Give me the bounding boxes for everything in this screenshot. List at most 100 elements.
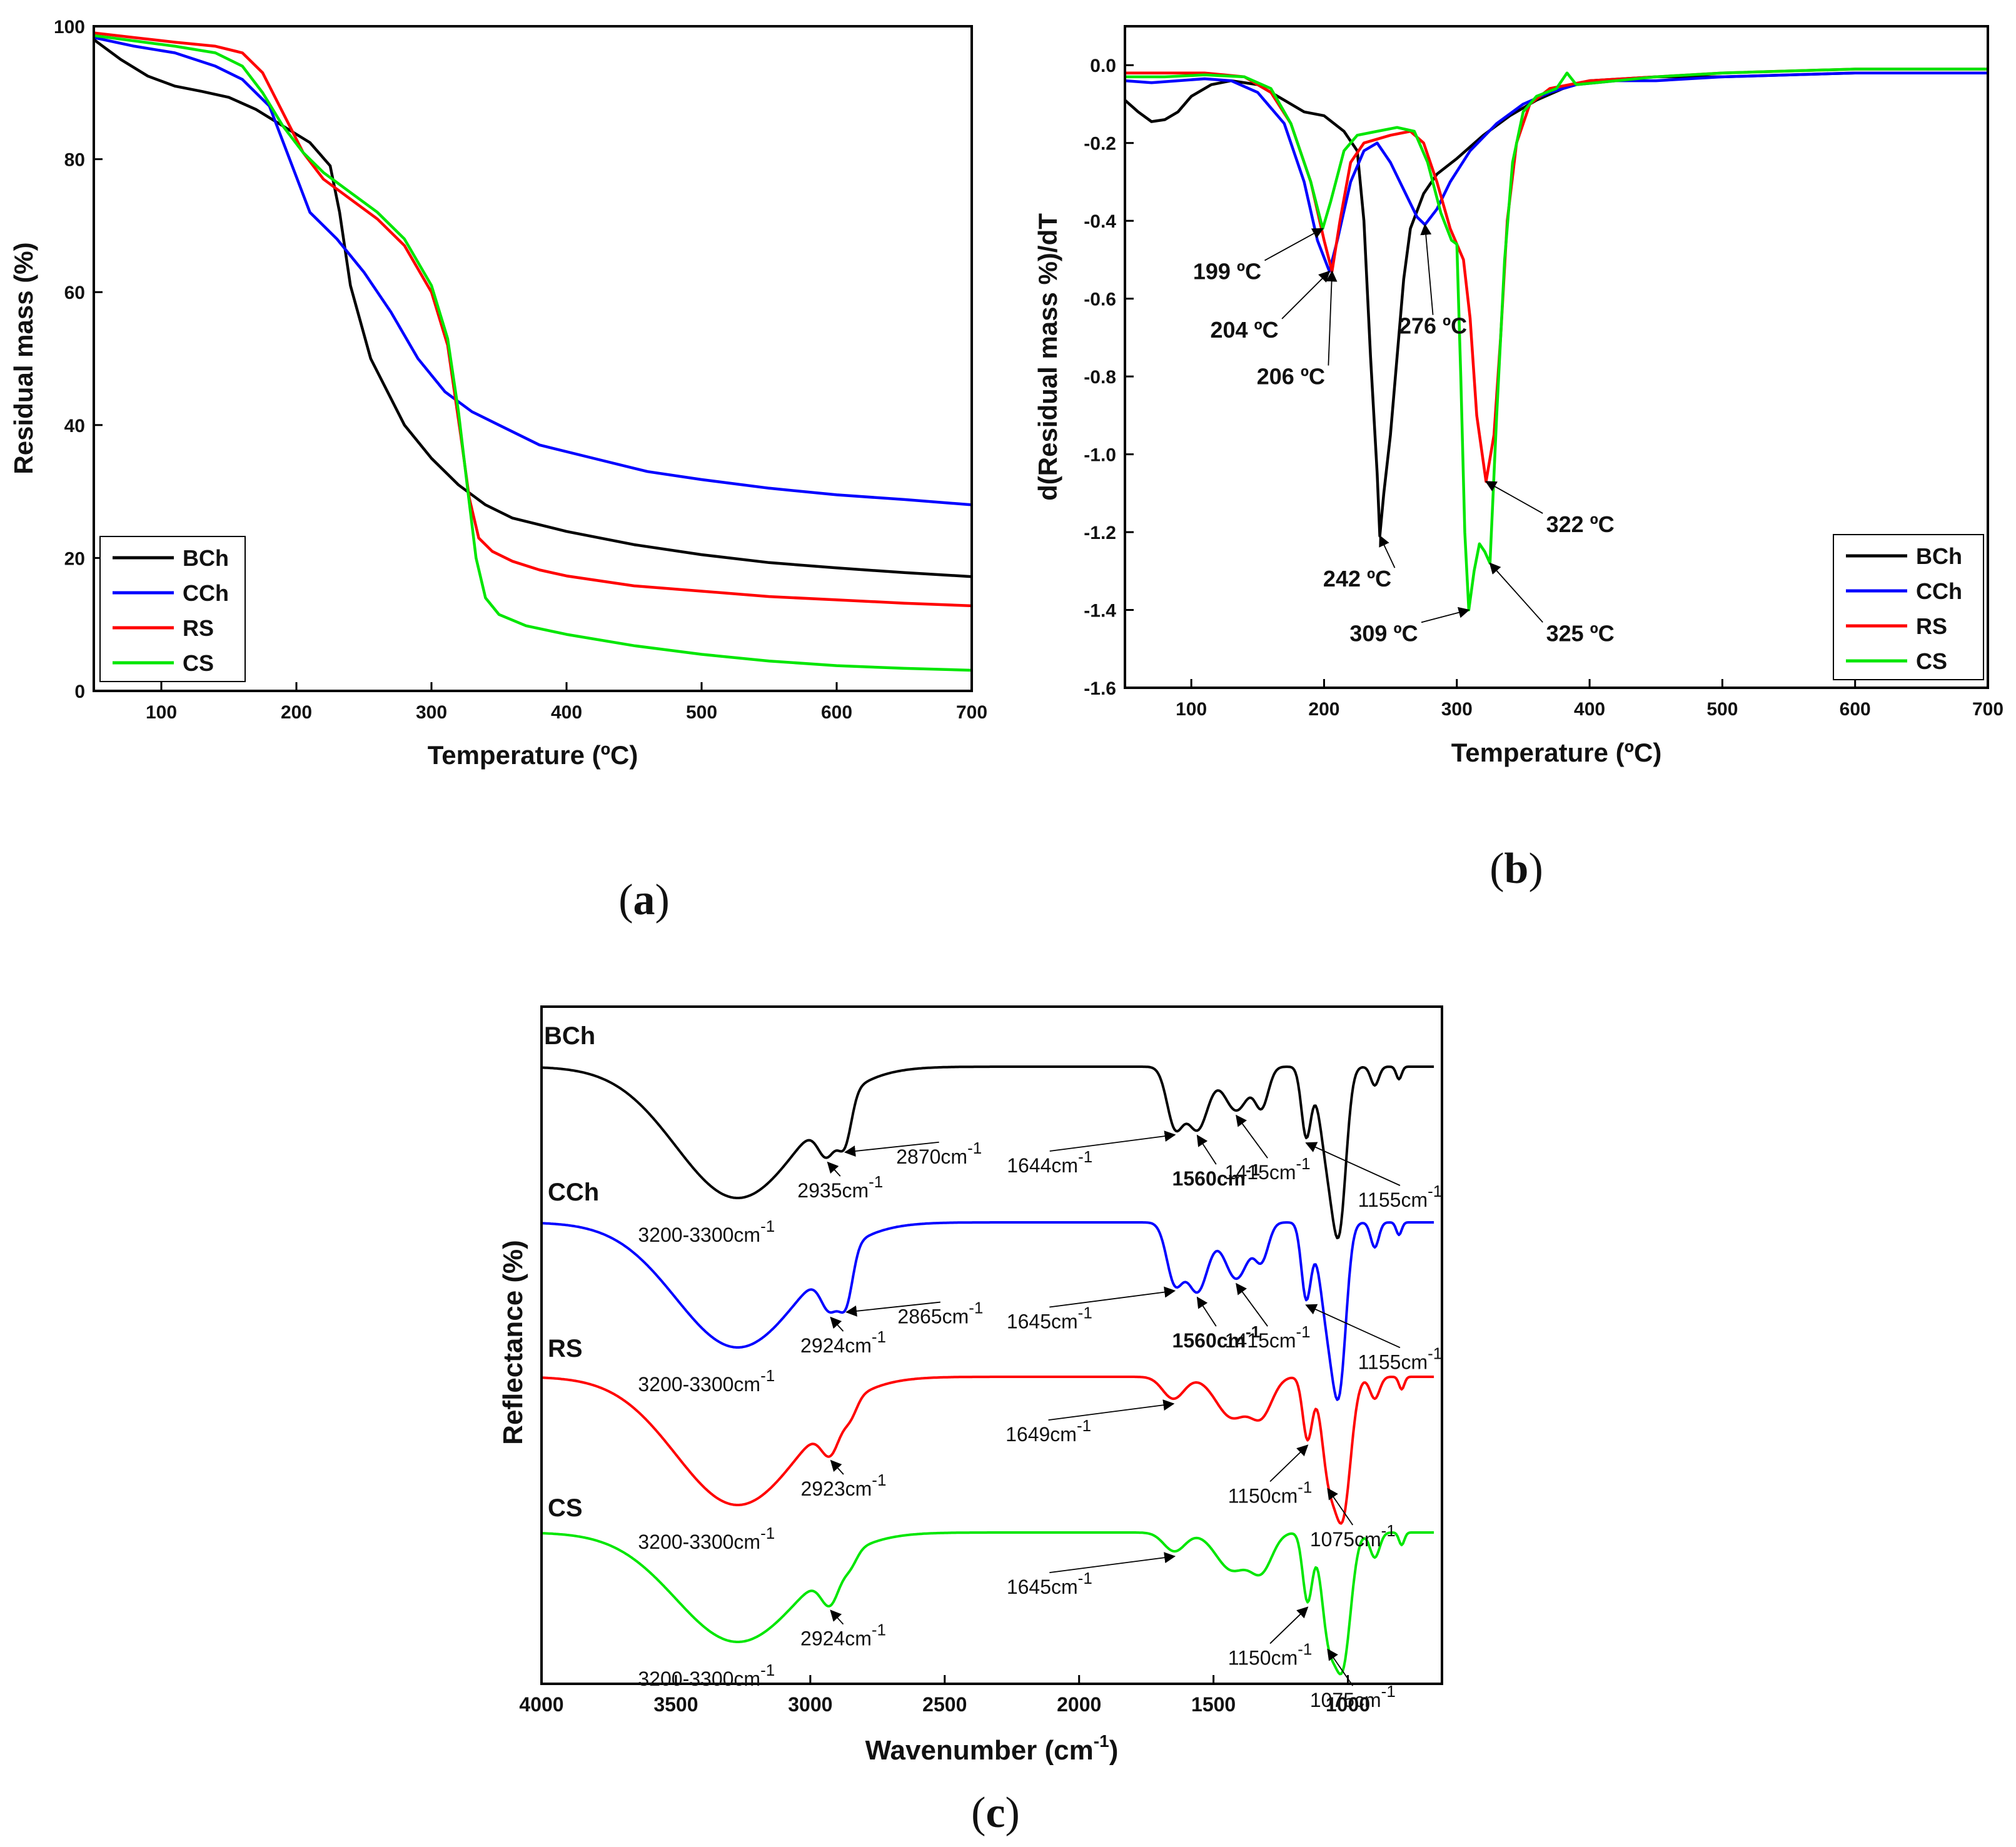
chart-a-xtick-label: 700 [956, 702, 987, 723]
chart-c-annotation-label: 1649cm-1 [1005, 1416, 1091, 1446]
spectrum-line-cs [541, 1531, 1434, 1676]
chart-c-annotation-arrow [1049, 1130, 1176, 1152]
chart-c-annotation-base: 3200-3300cm [638, 1224, 760, 1246]
chart-a-xtick-label: 500 [686, 702, 717, 723]
series-line-bch [93, 38, 972, 578]
chart-b-annotation-label: 199 ºC [1193, 259, 1261, 284]
chart-b-xtick-label: 600 [1840, 699, 1871, 720]
chart-c-annotation-label: 1644cm-1 [1007, 1147, 1092, 1177]
chart-c-annotation-arrow [1049, 1286, 1176, 1308]
chart-c-annotation-sup: -1 [1078, 1569, 1092, 1588]
chart-c-annotation-arrow [830, 1459, 844, 1475]
series-line-cs [1125, 68, 1988, 611]
chart-c-annotation-label: 1075cm-1 [1310, 1682, 1396, 1711]
chart-b-ytick-label: -1.0 [1084, 445, 1116, 466]
chart-b-ytick-label: -0.4 [1084, 211, 1116, 232]
chart-c-xlabel-end: ) [1109, 1735, 1119, 1766]
chart-c-annotation-sup: -1 [760, 1661, 775, 1679]
chart-c-annotation-base: 1560cm [1172, 1167, 1246, 1190]
chart-c-annotation-base: 3200-3300cm [638, 1668, 760, 1690]
chart-c-annotation-sup: -1 [969, 1299, 983, 1317]
chart-a-xtick-label: 100 [146, 702, 177, 723]
chart-c-annotation-base: 1150cm [1228, 1484, 1298, 1507]
chart-c-annotation-base: 1415cm [1225, 1329, 1296, 1352]
chart-c-annotation-base: 1649cm [1005, 1423, 1077, 1446]
chart-c-annotation-sup: -1 [1296, 1154, 1311, 1173]
chart-b-annotation-label: 242 ºC [1323, 566, 1391, 591]
chart-a-xtick-label: 200 [281, 702, 312, 723]
chart-c-annotation-arrow [845, 1301, 940, 1317]
chart-b-annotation-arrow [1281, 270, 1331, 320]
chart-c-annotation-base: 1645cm [1007, 1576, 1078, 1598]
chart-b-legend-box [1833, 534, 1984, 680]
chart-c-annotation-base: 1644cm [1007, 1154, 1078, 1177]
chart-a-xtick-label: 600 [821, 702, 852, 723]
chart-panel-a: 100 200 300 400 500 600 700 0 20 40 60 80 100 Temper… [9, 17, 987, 924]
chart-c-annotation-arrow [1236, 1114, 1268, 1159]
chart-c-annotation-sup: -1 [1428, 1344, 1442, 1362]
chart-c-annotation-base: 2923cm [800, 1477, 872, 1500]
chart-c-annotation-base: 3200-3300cm [638, 1373, 760, 1396]
chart-c-ylabel: Reflectance (%) [498, 1240, 528, 1445]
chart-a-legend-box [99, 536, 246, 682]
chart-b-xlabel: Temperature (ºC) [1451, 738, 1662, 767]
chart-a-ytick-label: 80 [64, 150, 85, 171]
chart-c-annotation-base: 1415cm [1225, 1161, 1296, 1184]
chart-c-xtick-label: 1500 [1191, 1693, 1236, 1716]
chart-c-annotation-label: 3200-3300cm-1 [638, 1661, 775, 1690]
chart-a-ytick-label: 40 [64, 416, 85, 436]
chart-c-xtick-label: 3000 [788, 1693, 832, 1716]
chart-c-xlabel-text: Wavenumber (cm [865, 1735, 1094, 1766]
series-label-cch: CCh [548, 1179, 599, 1206]
chart-c-annotation-arrow [844, 1141, 939, 1157]
chart-b-annotation-label: 322 ºC [1546, 511, 1615, 537]
chart-c-annotation-base: 2935cm [797, 1179, 869, 1202]
panel-label-b-letter: b [1504, 845, 1529, 893]
chart-a-xlabel: Temperature (ºC) [428, 740, 638, 770]
chart-c-annotation-sup: -1 [869, 1172, 883, 1191]
chart-c-annotations: 3200-3300cm-12935cm-12870cm-11644cm-1156… [638, 1114, 1442, 1711]
chart-a-plot-frame [93, 25, 973, 692]
chart-b-annotations: 199 ºC 204 ºC 206 ºC 276 ºC 242 ºC 322 ºC 309 … [1193, 223, 1615, 646]
chart-b-annotation-arrow [1421, 606, 1470, 623]
chart-c-annotation-base: 1075cm [1310, 1689, 1381, 1711]
legend-label-cs: CS [183, 650, 214, 676]
chart-c-annotation-label: 2924cm-1 [800, 1621, 886, 1650]
chart-c-annotation-arrow [1048, 1399, 1175, 1421]
chart-b-plot-frame [1124, 25, 1989, 689]
series-line-bch [1124, 71, 1988, 538]
chart-b-legend: BCh CCh RS CS [1833, 534, 1984, 680]
chart-b-annotation-label: 204 ºC [1210, 317, 1278, 343]
chart-b-xtick-label: 400 [1574, 699, 1605, 720]
chart-c-annotation-base: 2924cm [800, 1628, 872, 1650]
chart-c-annotation-arrow [1196, 1134, 1217, 1165]
panel-label-c: (c) [971, 1789, 1020, 1837]
chart-c-annotation-arrow [1269, 1444, 1309, 1482]
chart-a-ytick-label: 60 [64, 283, 85, 303]
chart-b-xtick-label: 100 [1176, 699, 1207, 720]
chart-c-annotation-label: 1560cm-1 [1172, 1322, 1261, 1352]
series-line-rs [93, 31, 972, 608]
legend-label-cch: CCh [183, 580, 229, 606]
chart-c-plot-frame [540, 1005, 1443, 1685]
chart-c-annotation-sup: -1 [1298, 1640, 1312, 1659]
chart-c-annotation-sup: -1 [1428, 1182, 1442, 1200]
chart-c-annotation-arrow [1327, 1648, 1354, 1686]
chart-b-xtick-label: 700 [1972, 699, 2003, 720]
chart-c-annotation-label: 3200-3300cm-1 [638, 1524, 775, 1553]
chart-c-annotation-base: 1150cm [1228, 1647, 1298, 1669]
chart-a-xtick-label: 400 [551, 702, 582, 723]
chart-c-annotation-label: 3200-3300cm-1 [638, 1217, 775, 1246]
chart-c-annotation-label: 2870cm-1 [896, 1139, 982, 1168]
chart-c-annotation-label: 1075cm-1 [1310, 1521, 1396, 1551]
chart-a-ylabel: Residual mass (%) [9, 242, 38, 474]
chart-panel-c: 4000 3500 3000 2500 2000 1500 1000 BChCChRSCS … [498, 1005, 1443, 1837]
chart-c-annotation-label: 1150cm-1 [1228, 1640, 1313, 1669]
chart-b-annotation-label: 276 ºC [1399, 313, 1467, 339]
chart-a-ytick-label: 100 [54, 17, 85, 38]
panel-label-b: (b) [1489, 845, 1543, 893]
chart-b-annotation-arrow [1264, 228, 1324, 261]
panel-label-c-letter: c [985, 1789, 1005, 1837]
spectrum-line-rs [541, 1376, 1434, 1525]
chart-b-annotation-arrow [1489, 562, 1543, 623]
